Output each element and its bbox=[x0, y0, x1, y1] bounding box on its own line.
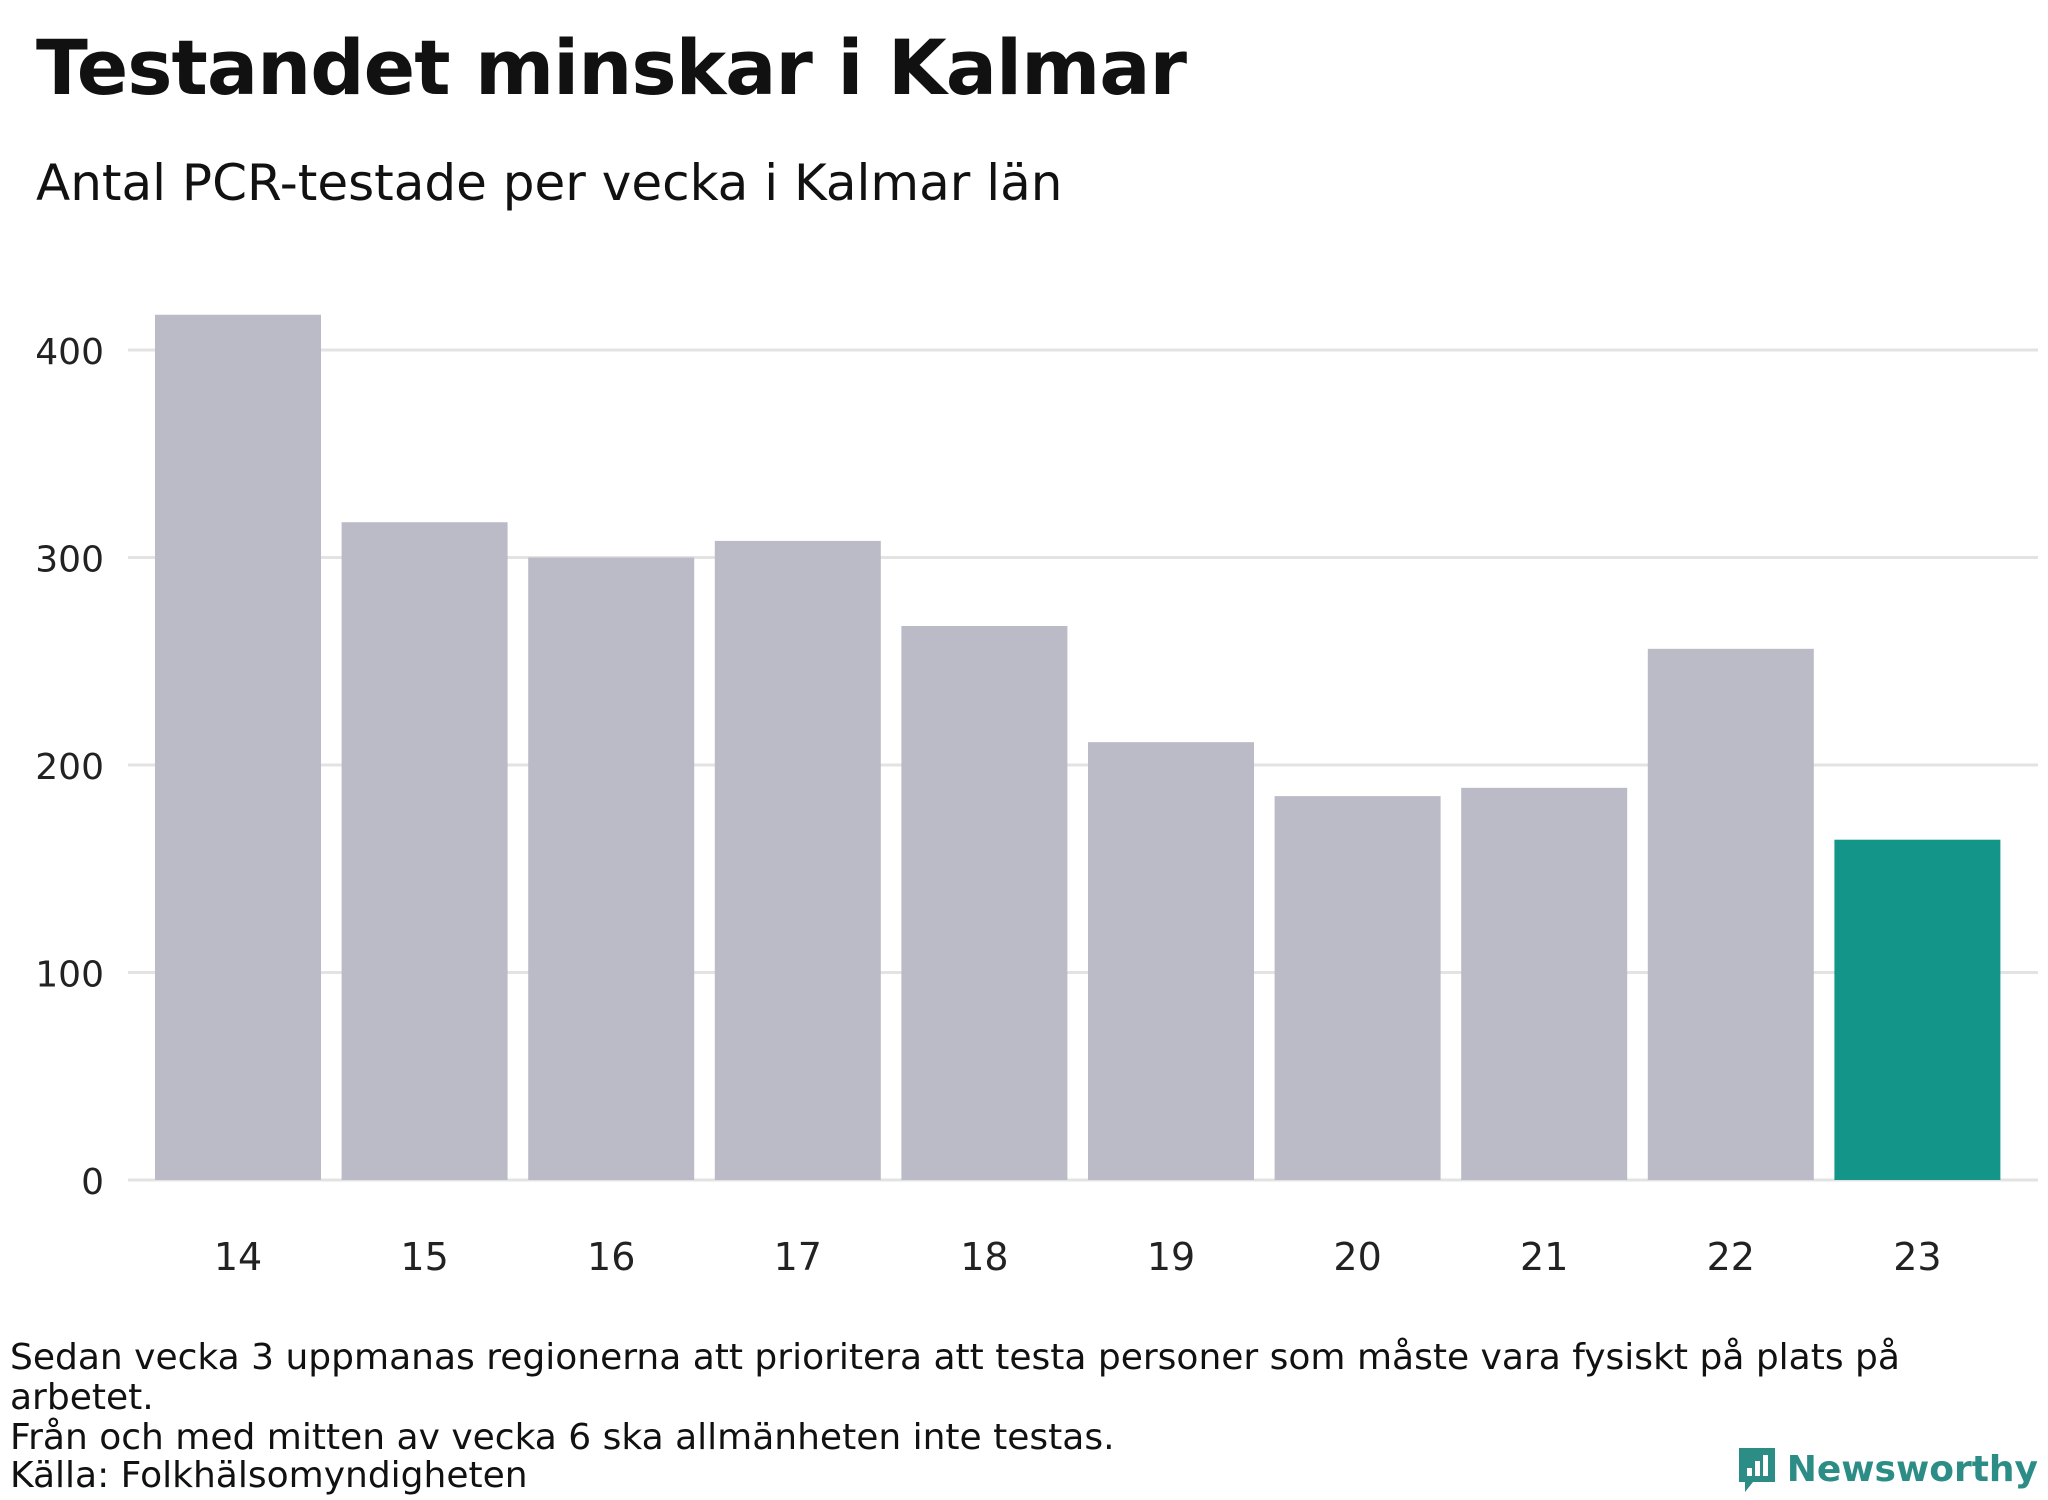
y-tick-label: 300 bbox=[35, 540, 104, 581]
chart-subtitle: Antal PCR-testade per vecka i Kalmar län bbox=[36, 154, 1063, 212]
bar bbox=[155, 314, 321, 1181]
x-tick-label: 23 bbox=[1893, 1235, 1941, 1279]
x-tick-label: 19 bbox=[1147, 1235, 1195, 1279]
y-tick-label: 400 bbox=[35, 332, 104, 373]
x-tick-label: 22 bbox=[1707, 1235, 1755, 1279]
source-text: Källa: Folkhälsomyndigheten bbox=[10, 1455, 528, 1496]
x-tick-label: 21 bbox=[1520, 1235, 1568, 1279]
bar bbox=[1274, 796, 1441, 1180]
y-tick-label: 100 bbox=[35, 955, 104, 996]
x-tick-label: 16 bbox=[587, 1235, 635, 1279]
bar bbox=[901, 625, 1068, 1180]
bar bbox=[1088, 742, 1254, 1180]
brand-logo: Newsworthy bbox=[1737, 1446, 2038, 1494]
note-line-1: Sedan vecka 3 uppmanas regionerna att pr… bbox=[10, 1337, 1900, 1418]
bar bbox=[1647, 648, 1814, 1180]
x-tick-label: 18 bbox=[960, 1235, 1008, 1279]
chart-title: Testandet minskar i Kalmar bbox=[36, 23, 1187, 112]
bar bbox=[1461, 787, 1628, 1180]
bar bbox=[341, 522, 508, 1180]
y-tick-label: 200 bbox=[35, 747, 104, 788]
x-tick-label: 17 bbox=[774, 1235, 822, 1279]
brand-name: Newsworthy bbox=[1786, 1449, 2038, 1490]
y-tick-label: 0 bbox=[81, 1162, 104, 1203]
note-line-2: Från och med mitten av vecka 6 ska allmä… bbox=[10, 1417, 1115, 1458]
x-tick-label: 20 bbox=[1333, 1235, 1381, 1279]
x-tick-label: 14 bbox=[214, 1235, 262, 1279]
bar bbox=[1834, 839, 2001, 1180]
newsworthy-icon bbox=[1738, 1448, 1775, 1492]
bar bbox=[714, 540, 881, 1180]
x-tick-label: 15 bbox=[400, 1235, 448, 1279]
chart-note: Sedan vecka 3 uppmanas regionerna att pr… bbox=[10, 1338, 2048, 1458]
bar bbox=[528, 557, 695, 1180]
bar-chart: 0 100 200 300 400 14 15 16 17 18 19 20 21 22 23 bbox=[35, 314, 2038, 1279]
